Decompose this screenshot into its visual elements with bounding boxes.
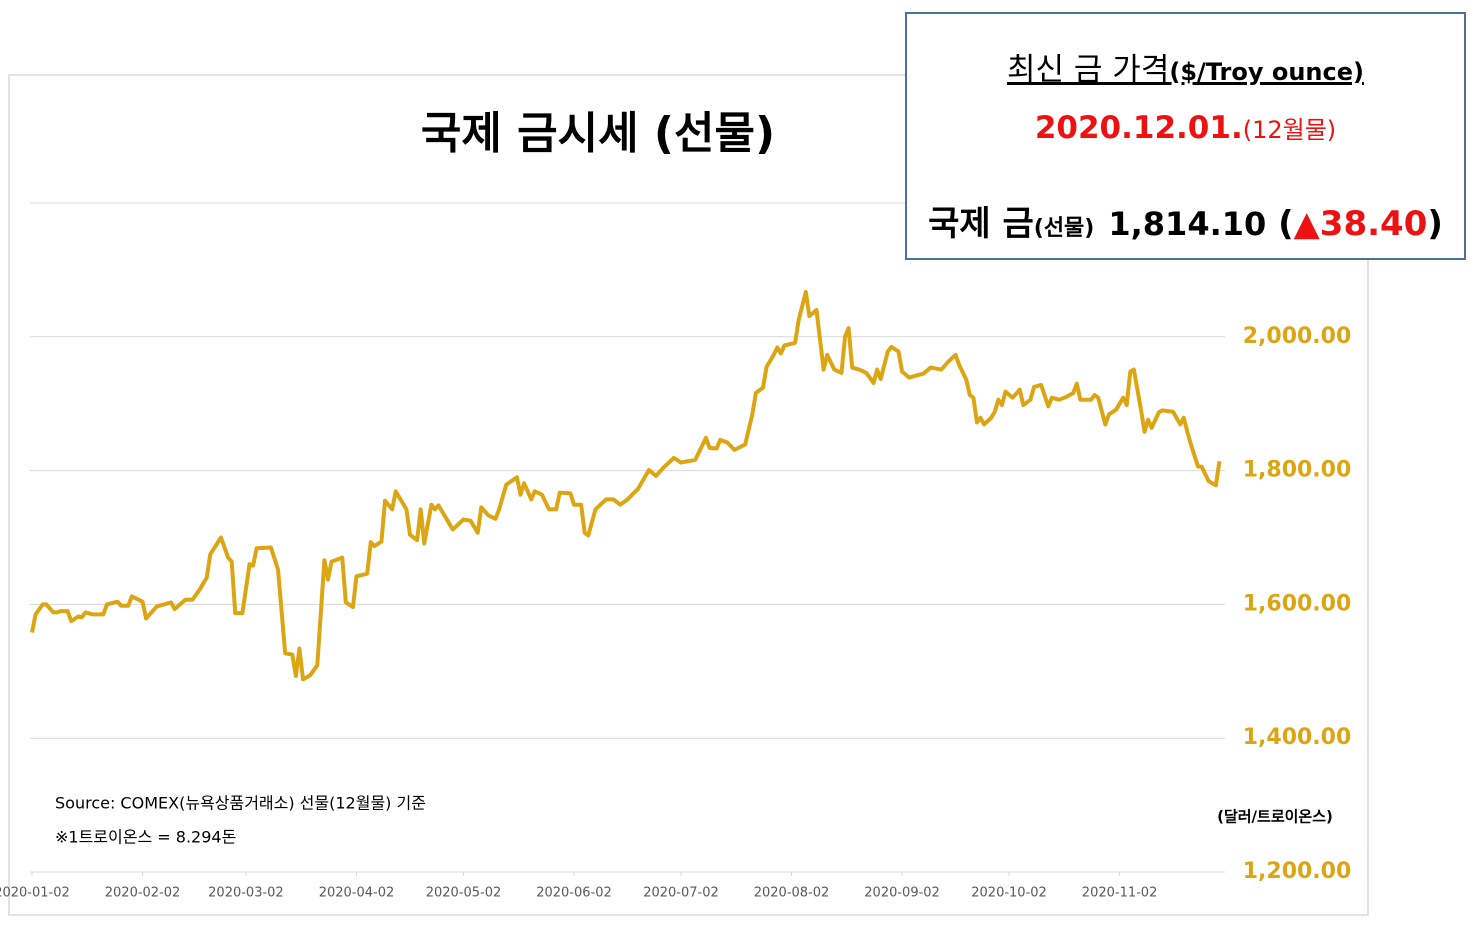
x-tick-label: 2020-03-02 [208,886,284,901]
info-price: 국제 금(선물) 1,814.10 (▲38.40) [907,196,1464,245]
date-note: (12월물) [1242,116,1337,144]
x-tick-label: 2020-08-02 [754,886,830,901]
y-tick-label: 2,000.00 [1243,324,1352,349]
source-note: Source: COMEX(뉴욕상품거래소) 선물(12월물) 기준 [55,794,426,813]
y-tick-label: 1,800.00 [1243,458,1352,483]
info-date: 2020.12.01.(12월물) [907,110,1464,146]
footnote: ※1트로이온스 = 8.294돈 [55,828,236,847]
x-tick-label: 2020-02-02 [105,886,181,901]
x-tick-label: 2020-04-02 [319,886,395,901]
change-close: ) [1427,204,1443,244]
y-tick-label: 1,400.00 [1243,725,1352,750]
x-tick-label: 2020-06-02 [536,886,612,901]
info-box: 최신 금 가격($/Troy ounce) 2020.12.01.(12월물) … [905,12,1466,260]
price: 1,814.10 [1108,205,1267,243]
chart-title: 국제 금시세 (선물) [421,108,775,159]
heading: 최신 금 가격 [1007,52,1170,88]
x-tick-label: 2020-09-02 [864,886,940,901]
change: ▲38.40 [1293,204,1428,244]
x-tick-label: 2020-07-02 [643,886,719,901]
price-line [30,289,1222,682]
change-open: ( [1278,204,1294,244]
y-tick-label: 1,600.00 [1243,591,1352,616]
price-label: 국제 금 [928,204,1034,244]
price-label-note: (선물) [1033,216,1095,241]
heading-unit: ($/Troy ounce) [1169,58,1364,86]
x-tick-label: 2020-01-02 [0,886,70,901]
x-tick-label: 2020-10-02 [971,886,1047,901]
y-axis-label: (달러/트로이온스) [1217,808,1333,826]
x-tick-label: 2020-11-02 [1082,886,1158,901]
y-tick-label: 1,200.00 [1243,859,1352,884]
info-heading: 최신 금 가격($/Troy ounce) [907,44,1464,89]
date: 2020.12.01. [1034,110,1243,146]
x-tick-label: 2020-05-02 [426,886,502,901]
